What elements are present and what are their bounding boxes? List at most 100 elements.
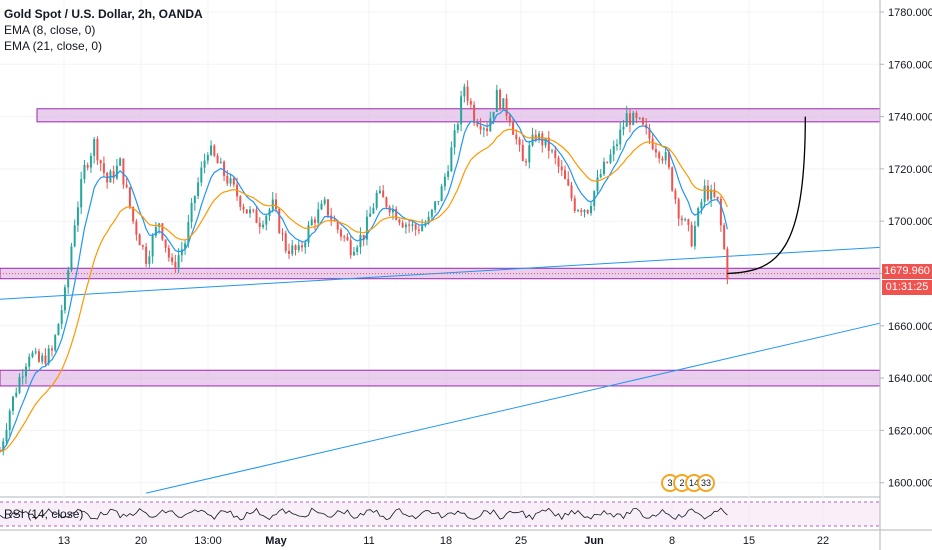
candle-body — [161, 223, 164, 240]
candle-body — [174, 261, 177, 268]
candle-body — [239, 196, 242, 207]
candle-body — [307, 225, 310, 243]
candle-body — [219, 161, 222, 164]
candle-body — [456, 124, 459, 131]
x-tick-label: 18 — [440, 535, 452, 547]
candle-body — [11, 396, 14, 411]
candle-body — [304, 242, 307, 248]
x-tick-label: 20 — [135, 535, 147, 547]
candle-body — [479, 125, 482, 130]
candle-body — [716, 196, 719, 199]
candle-body — [469, 100, 472, 105]
candle-body — [271, 199, 274, 210]
candle-body — [197, 182, 200, 196]
candle-body — [245, 209, 248, 214]
rsi-legend[interactable]: RSI (14, close) — [4, 507, 84, 521]
candle-body — [648, 128, 651, 139]
candle-body — [573, 198, 576, 212]
candle-body — [154, 226, 157, 236]
candle-body — [203, 160, 206, 168]
candle-body — [255, 209, 258, 223]
candle-body — [619, 129, 622, 145]
candle-body — [544, 137, 547, 146]
candle-body — [567, 179, 570, 186]
candle-body — [641, 117, 644, 125]
candle-body — [726, 248, 729, 280]
candle-body — [57, 323, 60, 336]
candle-body — [41, 355, 44, 362]
candle-body — [148, 256, 151, 264]
candle-body — [551, 150, 554, 152]
candle-body — [570, 185, 573, 199]
candle-body — [385, 197, 388, 207]
candle-body — [96, 139, 99, 161]
candle-body — [713, 189, 716, 197]
candle-body — [528, 145, 531, 163]
ema8-legend[interactable]: EMA (8, close, 0) — [4, 23, 96, 37]
candle-body — [151, 235, 154, 257]
candle-body — [265, 215, 268, 225]
candle-body — [447, 171, 450, 177]
candle-body — [223, 161, 226, 176]
candle-body — [525, 161, 528, 163]
candle-body — [226, 175, 229, 184]
x-tick-label: Jun — [584, 535, 604, 547]
candle-body — [362, 234, 365, 240]
candle-body — [401, 222, 404, 228]
candle-body — [365, 216, 368, 240]
x-tick-label: 11 — [363, 535, 374, 547]
y-tick-label: 1780.000 — [888, 7, 932, 19]
candle-body — [102, 163, 105, 173]
candle-body — [31, 352, 34, 357]
candle-body — [460, 96, 463, 125]
candle-body — [443, 176, 446, 187]
candle-body — [404, 224, 407, 228]
candle-body — [346, 237, 349, 241]
candle-body — [372, 207, 375, 214]
rsi-line — [0, 507, 728, 521]
x-tick-label: May — [265, 535, 287, 547]
candle-body — [723, 225, 726, 249]
candle-body — [473, 104, 476, 124]
candle-body — [135, 221, 138, 235]
candle-body — [622, 126, 625, 130]
candle-body — [495, 89, 498, 112]
candle-body — [628, 113, 631, 125]
event-flag-icon[interactable]: 33 — [697, 474, 715, 492]
candle-body — [313, 219, 316, 223]
candle-body — [661, 158, 664, 161]
candle-body — [164, 239, 167, 248]
candle-body — [242, 206, 245, 210]
candle-body — [658, 152, 661, 159]
chart-grid — [0, 0, 880, 530]
ema21-legend[interactable]: EMA (21, close, 0) — [4, 39, 103, 53]
candle-body — [288, 250, 291, 255]
candle-body — [599, 174, 602, 178]
candle-body — [499, 89, 502, 109]
candle-body — [615, 144, 618, 147]
candle-body — [294, 245, 297, 250]
price-axis[interactable]: 1780.000 1760.000 1740.000 1720.000 1700.000… — [879, 0, 932, 550]
candle-body — [99, 160, 102, 164]
candle-body — [453, 130, 456, 148]
candle-body — [138, 234, 141, 246]
symbol-title[interactable]: Gold Spot / U.S. Dollar, 2h, OANDA — [4, 7, 203, 21]
candle-body — [232, 178, 235, 185]
candle-body — [15, 392, 18, 397]
candle-body — [317, 209, 320, 223]
candle-body — [417, 229, 420, 231]
trendlines — [0, 246, 881, 494]
candle-body — [375, 193, 378, 208]
candle-body — [141, 245, 144, 247]
candle-body — [703, 185, 706, 203]
candle-body — [54, 335, 57, 351]
candle-body — [187, 221, 190, 244]
time-axis[interactable]: 13 20 13:00 May 11 18 25 Jun 8 15 22 — [0, 529, 932, 547]
candle-body — [700, 202, 703, 209]
candle-body — [34, 351, 37, 353]
x-tick-label: 22 — [817, 535, 829, 547]
candle-body — [667, 152, 670, 168]
candle-body — [421, 225, 424, 231]
candle-body — [262, 224, 265, 228]
